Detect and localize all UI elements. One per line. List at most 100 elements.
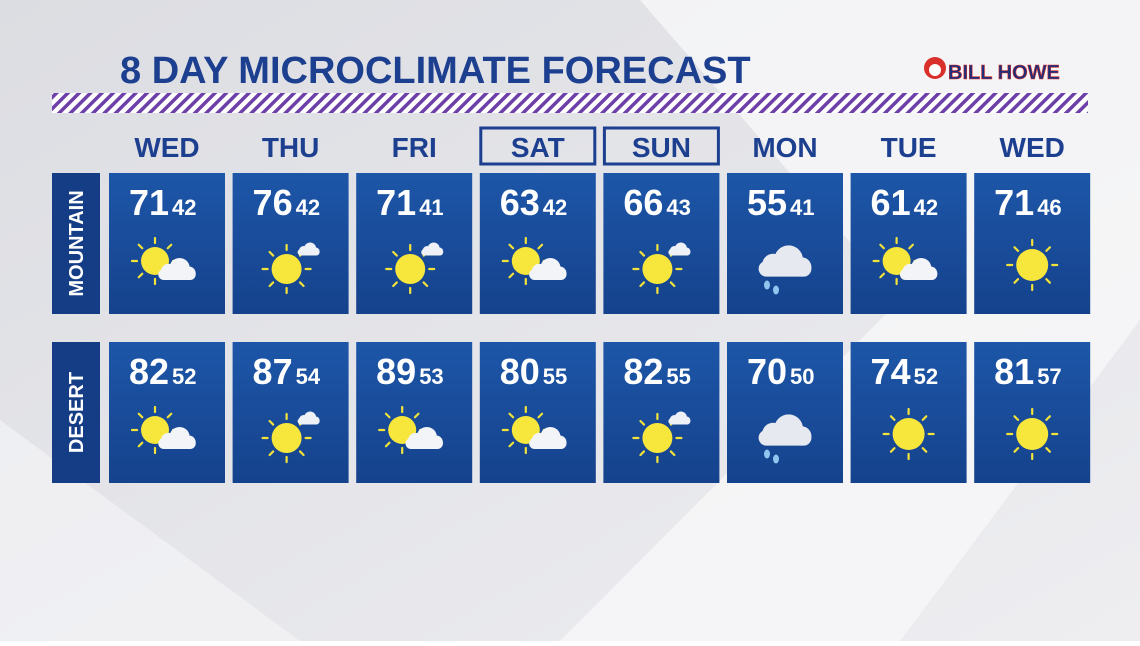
sun-ray bbox=[537, 243, 544, 250]
low-temp: 42 bbox=[172, 195, 196, 220]
row-label-box bbox=[52, 342, 100, 483]
sun-ray bbox=[268, 450, 275, 457]
high-temp: 89 bbox=[376, 351, 416, 392]
row-label-box bbox=[52, 173, 100, 314]
cloud-part bbox=[182, 435, 196, 450]
cloud-part bbox=[311, 247, 320, 256]
cloud-part bbox=[792, 426, 812, 446]
forecast-cell bbox=[356, 173, 473, 314]
cloud-icon bbox=[899, 257, 938, 281]
sun-ray bbox=[508, 272, 515, 279]
cloud-icon bbox=[668, 411, 691, 425]
low-temp: 42 bbox=[543, 195, 567, 220]
sun-ray bbox=[639, 281, 646, 288]
sun-ray bbox=[298, 281, 305, 288]
high-temp: 71 bbox=[376, 182, 416, 223]
cloud-icon bbox=[158, 257, 196, 281]
cloud-part bbox=[435, 247, 444, 256]
high-temp: 80 bbox=[500, 351, 540, 392]
sun-disc bbox=[271, 254, 302, 284]
forecast-cell bbox=[356, 342, 473, 483]
forecast-cell bbox=[479, 173, 596, 314]
sun-icon bbox=[1006, 407, 1059, 461]
cloud-part bbox=[552, 435, 567, 450]
cloud-part bbox=[923, 266, 938, 281]
high-temp: 63 bbox=[500, 182, 540, 223]
cloud-icon bbox=[297, 242, 320, 256]
sun-ray bbox=[639, 419, 646, 426]
title: 8 DAY MICROCLIMATE FORECAST bbox=[120, 50, 751, 92]
cloud-part bbox=[682, 247, 691, 256]
sun-ray bbox=[1013, 447, 1020, 453]
high-temp: 87 bbox=[253, 351, 293, 392]
forecast-cell bbox=[727, 173, 843, 314]
sun-ray bbox=[879, 243, 885, 250]
forecast-cell bbox=[109, 342, 225, 483]
low-temp: 42 bbox=[914, 195, 938, 220]
day-label: WED bbox=[134, 132, 199, 163]
low-temp: 43 bbox=[666, 195, 690, 220]
day-label: SAT bbox=[511, 132, 565, 163]
logo: BILL HOWE bbox=[948, 62, 1060, 84]
sun-ray bbox=[1045, 278, 1051, 284]
high-temp: 81 bbox=[994, 351, 1034, 392]
sun-ray bbox=[508, 441, 515, 448]
sun-ray bbox=[392, 281, 398, 288]
sun-ray bbox=[1045, 447, 1051, 453]
forecast-cell bbox=[479, 342, 596, 483]
row-label: MOUNTAIN bbox=[66, 190, 88, 296]
sun-ray bbox=[1045, 246, 1051, 252]
sun-ray bbox=[1013, 278, 1020, 284]
cloud-icon bbox=[158, 426, 196, 450]
cloud-icon bbox=[529, 426, 567, 450]
sun-disc bbox=[395, 254, 426, 284]
sun-ray bbox=[1013, 246, 1020, 252]
sun-disc bbox=[1016, 418, 1049, 450]
high-temp: 71 bbox=[994, 182, 1034, 223]
day-label: SUN bbox=[632, 132, 691, 163]
high-temp: 55 bbox=[747, 182, 787, 223]
low-temp: 53 bbox=[419, 364, 443, 389]
forecast-cell bbox=[232, 342, 349, 483]
forecast-cell bbox=[109, 173, 225, 314]
sun-ray bbox=[1045, 415, 1051, 421]
cloud-icon bbox=[529, 257, 567, 281]
cloud-part bbox=[311, 416, 320, 425]
rain-drop bbox=[764, 449, 770, 459]
row-label: DESERT bbox=[66, 372, 88, 453]
low-temp: 42 bbox=[296, 195, 320, 220]
forecast-cell bbox=[603, 173, 720, 314]
sun-ray bbox=[1013, 415, 1020, 421]
sun-ray bbox=[921, 415, 928, 421]
low-temp: 54 bbox=[296, 364, 321, 389]
low-temp: 52 bbox=[172, 364, 196, 389]
forecast-cell bbox=[850, 173, 967, 314]
sun-disc bbox=[642, 423, 673, 453]
day-label: WED bbox=[1000, 132, 1065, 163]
sun-ray bbox=[137, 412, 144, 419]
day-highlight bbox=[602, 126, 720, 166]
sun-ray bbox=[422, 281, 429, 288]
sun-disc bbox=[271, 423, 302, 453]
low-temp: 55 bbox=[543, 364, 567, 389]
sun-ray bbox=[889, 415, 896, 421]
day-label: THU bbox=[262, 132, 320, 163]
sun-ray bbox=[669, 450, 676, 457]
low-temp: 50 bbox=[790, 364, 814, 389]
cloud-icon bbox=[405, 426, 443, 450]
cloud-icon bbox=[297, 411, 320, 425]
sun-ray bbox=[268, 419, 275, 426]
sun-ray bbox=[166, 412, 173, 419]
low-temp: 41 bbox=[790, 195, 814, 220]
high-temp: 74 bbox=[871, 351, 911, 392]
sun-ray bbox=[392, 250, 398, 257]
sun-icon bbox=[1006, 238, 1059, 292]
high-temp: 82 bbox=[129, 351, 169, 392]
cloud-part bbox=[682, 416, 691, 425]
high-temp: 76 bbox=[253, 182, 293, 223]
high-temp: 61 bbox=[871, 182, 911, 223]
high-temp: 70 bbox=[747, 351, 787, 392]
forecast-cell bbox=[727, 342, 843, 483]
